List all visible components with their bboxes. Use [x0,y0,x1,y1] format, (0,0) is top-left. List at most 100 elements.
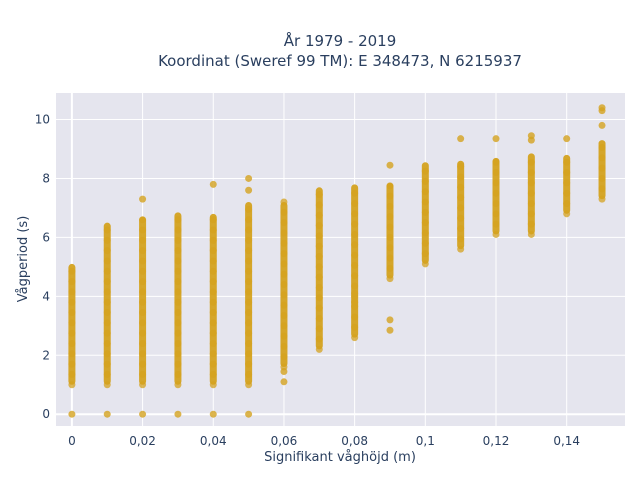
data-point [386,264,394,272]
data-point [351,220,359,228]
data-point [174,339,182,347]
data-point [457,245,465,253]
data-point [457,183,465,191]
y-tick-label: 4 [42,289,50,303]
data-point [315,263,323,271]
data-point [103,410,111,418]
data-point [209,381,217,389]
data-point [457,173,465,181]
data-point [245,329,253,337]
data-point [315,314,323,322]
data-point [492,158,500,166]
data-point [598,185,606,193]
data-point [174,410,182,418]
data-point [209,360,217,368]
data-point [174,370,182,378]
data-point [68,319,76,327]
data-point [563,200,571,208]
data-point [103,381,111,389]
data-point [103,350,111,358]
data-point [280,219,288,227]
data-point [174,257,182,265]
data-point [280,332,288,340]
data-point [68,350,76,358]
data-point [174,288,182,296]
data-point [421,229,429,237]
data-point [492,189,500,197]
data-point [245,205,253,213]
data-point [280,281,288,289]
data-point [457,163,465,171]
data-point [245,381,253,389]
data-point [421,198,429,206]
data-point [598,104,606,112]
y-tick-label: 8 [42,171,50,185]
data-point [351,334,359,342]
data-point [386,182,394,190]
data-point [209,410,217,418]
data-point [563,158,571,166]
data-point [598,154,606,162]
data-point [209,267,217,275]
data-point [492,135,500,143]
x-tick-label: 0,1 [416,434,435,448]
data-point [209,309,217,317]
data-point [174,381,182,389]
data-point [103,267,111,275]
data-point [245,278,253,286]
data-point [421,188,429,196]
data-point [245,226,253,234]
data-point [139,329,147,337]
data-point [457,214,465,222]
data-point [139,370,147,378]
data-point [315,345,323,353]
data-point [245,288,253,296]
data-point [563,135,571,143]
data-point [68,329,76,337]
data-point [209,298,217,306]
data-point [457,194,465,202]
data-point [103,236,111,244]
data-points [68,104,606,418]
data-point [209,350,217,358]
data-point [598,164,606,172]
data-point [421,219,429,227]
data-point [103,360,111,368]
data-point [563,169,571,177]
data-point [351,323,359,331]
data-point [174,350,182,358]
data-point [245,267,253,275]
data-point [315,242,323,250]
data-point [315,253,323,261]
data-point [245,319,253,327]
data-point [174,278,182,286]
data-point [139,350,147,358]
data-point [68,410,76,418]
data-point [315,191,323,199]
data-point [386,192,394,200]
data-point [563,189,571,197]
data-point [103,298,111,306]
data-point [386,223,394,231]
data-point [386,254,394,262]
data-point [351,210,359,218]
data-point [457,204,465,212]
data-point [68,288,76,296]
data-point [174,216,182,224]
data-point [174,309,182,317]
data-point [68,267,76,275]
data-point [68,278,76,286]
data-point [492,169,500,177]
data-point [421,177,429,185]
data-point [527,210,535,218]
data-point [280,229,288,237]
data-point [492,200,500,208]
data-point [280,378,288,386]
data-point [315,201,323,209]
data-point [351,282,359,290]
data-point [68,381,76,389]
data-point [68,360,76,368]
data-point [527,200,535,208]
data-point [245,360,253,368]
